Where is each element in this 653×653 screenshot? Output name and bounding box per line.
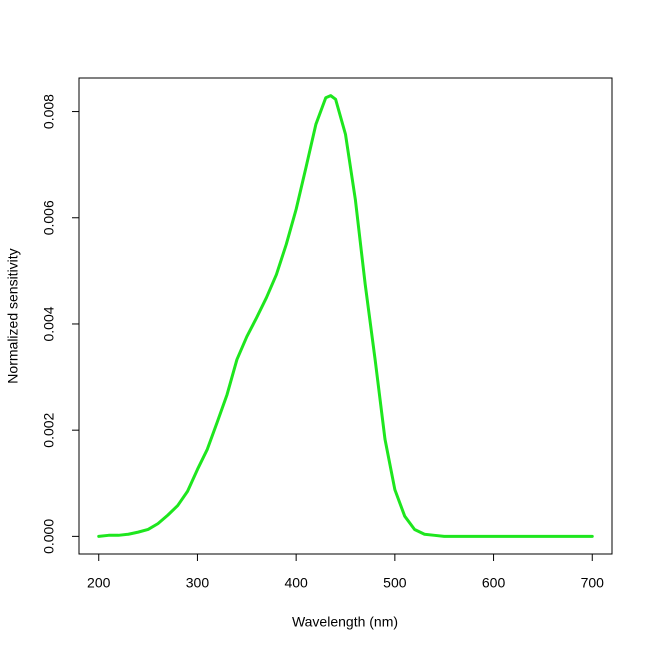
x-tick-label: 700 [581, 575, 605, 591]
x-tick-label: 400 [284, 575, 308, 591]
y-tick-label: 0.004 [41, 306, 57, 341]
y-tick-label: 0.006 [41, 200, 57, 235]
x-tick-label: 200 [87, 575, 111, 591]
y-tick-label: 0.002 [41, 412, 57, 447]
y-tick-label: 0.000 [41, 519, 57, 554]
x-tick-label: 600 [482, 575, 506, 591]
x-tick-label: 300 [186, 575, 210, 591]
y-tick-label: 0.008 [41, 94, 57, 129]
x-axis-label: Wavelength (nm) [292, 614, 398, 630]
y-axis-label: Normalized sensitivity [5, 248, 21, 383]
data-line [97, 94, 594, 538]
x-tick-label: 500 [383, 575, 407, 591]
